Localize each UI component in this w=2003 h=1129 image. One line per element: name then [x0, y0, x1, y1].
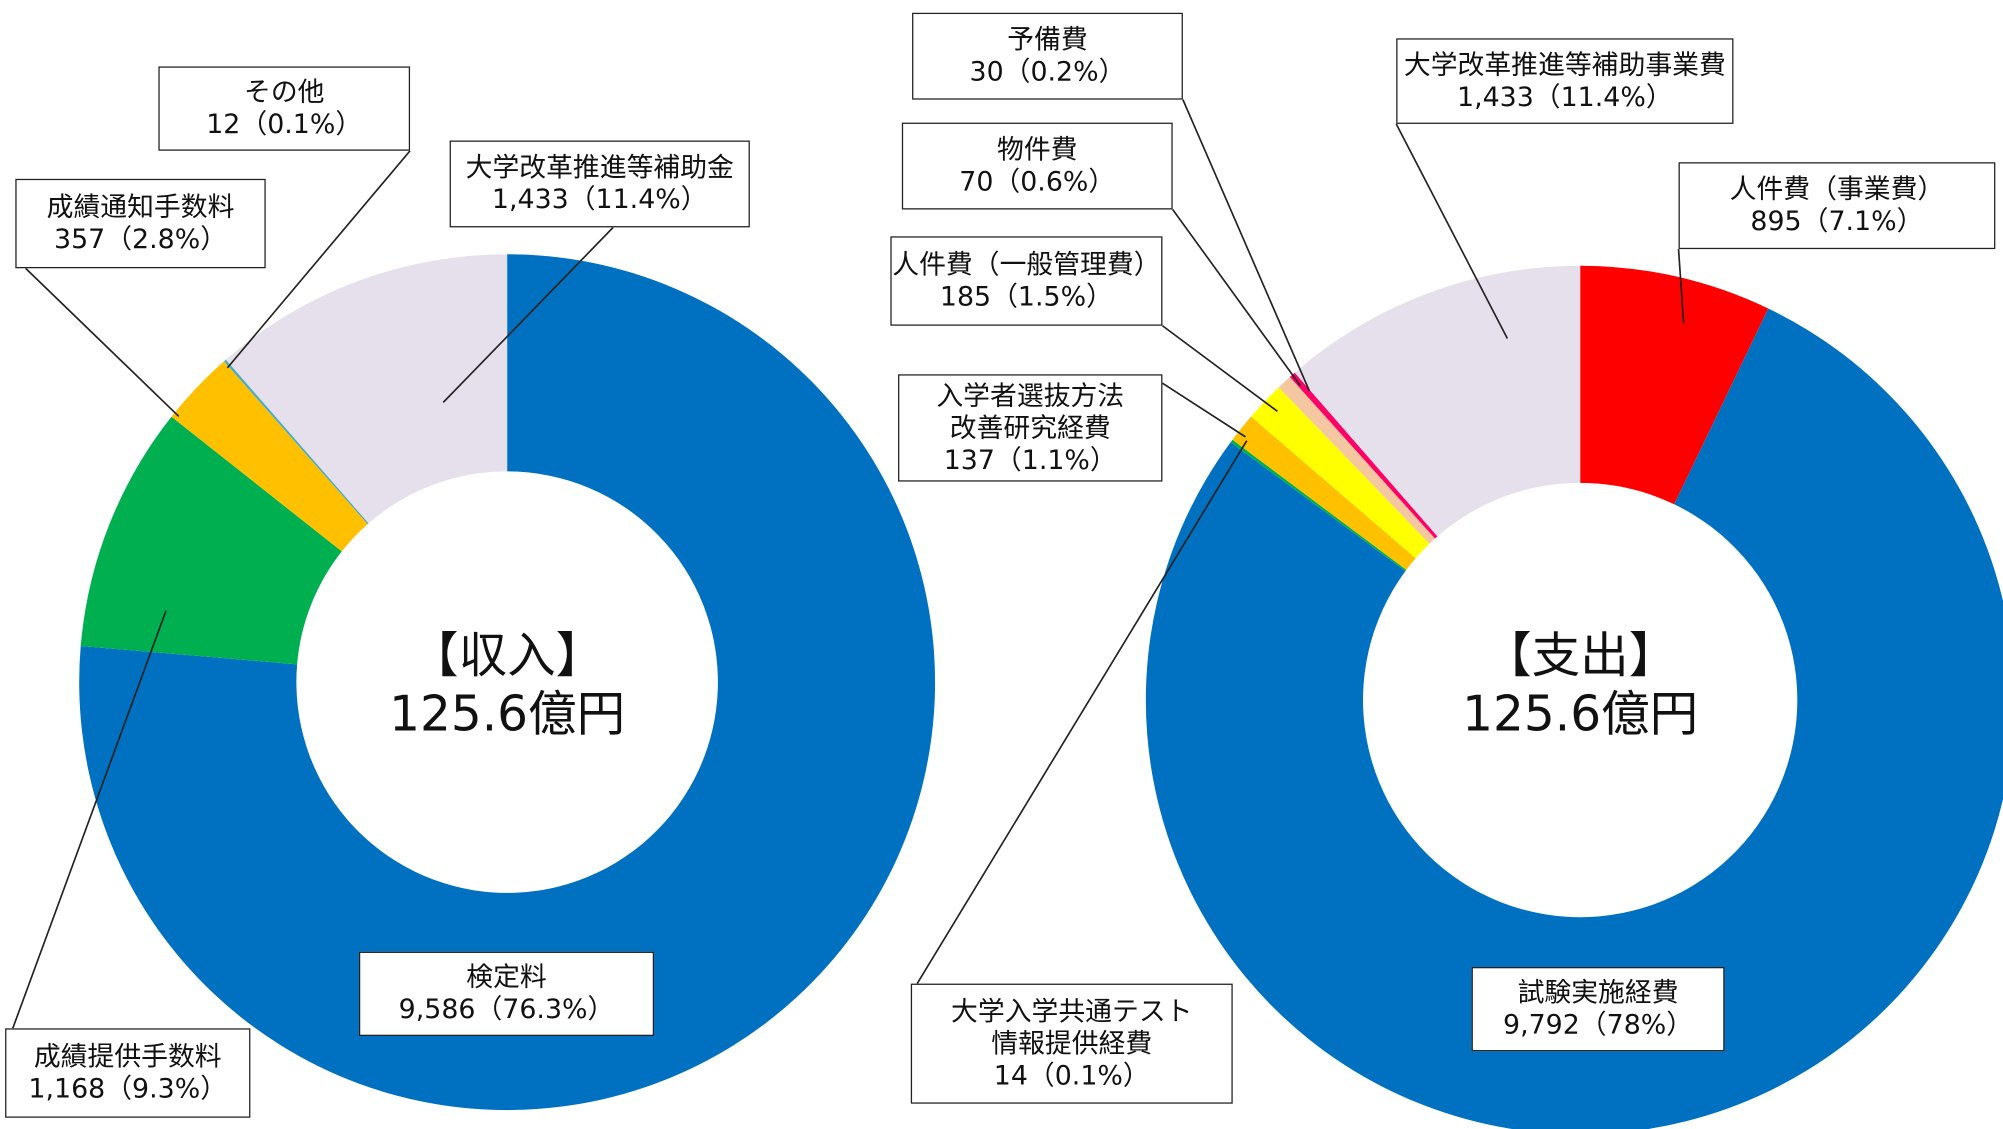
slice-value: 895（7.1%） [1750, 205, 1924, 237]
slice-label: 物件費 70（0.6%） [901, 122, 1173, 210]
donut-slice [1294, 265, 1581, 537]
slice-value: 1,433（11.4%） [491, 183, 708, 215]
slice-name: 人件費（一般管理費） [892, 249, 1161, 280]
slice-value: 70（0.6%） [959, 166, 1116, 197]
slice-label: 成績通知手数料 357（2.8%） [15, 178, 266, 269]
donut-slice [1278, 376, 1436, 544]
donut-slice [225, 254, 508, 524]
slice-label: 人件費（事業費） 895（7.1%） [1678, 162, 1996, 250]
leader-line [1677, 249, 1685, 324]
slice-name: 人件費（事業費） [1729, 173, 1945, 205]
slice-value: 9,792（78%） [1503, 1009, 1694, 1040]
slice-label: 成績提供手数料 1,168（9.3%） [5, 1028, 251, 1118]
slice-value: 1,168（9.3%） [28, 1073, 228, 1104]
donut-slice [1230, 439, 1407, 572]
donut-slice [1289, 372, 1438, 539]
donut-slice [80, 416, 342, 665]
leader-line [1182, 99, 1311, 392]
donut-slice [79, 254, 936, 1111]
slice-label: その他 12（0.1%） [158, 66, 411, 151]
slice-name: 入学者選抜方法 改善研究経費 [936, 380, 1125, 443]
slice-value: 14（0.1%） [993, 1059, 1150, 1091]
donut-slice [1232, 416, 1416, 570]
donut-slice [1580, 265, 1769, 505]
slice-name: 物件費 [997, 134, 1078, 165]
center-label: 【収入】 125.6億円 [316, 626, 699, 744]
donut-slice [1145, 308, 2003, 1129]
leader-line [1161, 325, 1278, 412]
slice-value: 185（1.5%） [939, 281, 1113, 312]
center-subtitle: 125.6億円 [389, 685, 626, 743]
slice-label: 人件費（一般管理費） 185（1.5%） [890, 236, 1163, 326]
center-label: 【支出】 125.6億円 [1389, 626, 1772, 744]
leader-line [226, 150, 411, 369]
center-subtitle: 125.6億円 [1462, 685, 1699, 743]
leader-line [442, 226, 614, 403]
slice-name: 大学入学共通テスト 情報提供経費 [951, 995, 1193, 1059]
leader-line [916, 440, 1248, 985]
slice-name: 成績通知手数料 [46, 191, 235, 223]
slice-name: 大学改革推進等補助事業費 [1403, 49, 1726, 80]
leader-line [1171, 209, 1302, 387]
slice-name: 成績提供手数料 [33, 1041, 222, 1072]
slice-name: 検定料 [466, 961, 547, 993]
donut-slice [223, 359, 369, 525]
slice-label: 予備費 30（0.2%） [912, 12, 1183, 100]
slice-value: 1,433（11.4%） [1456, 81, 1673, 112]
center-title: 【収入】 [410, 627, 605, 684]
slice-value: 137（1.1%） [943, 443, 1117, 475]
leader-line [1162, 382, 1246, 438]
slice-name: その他 [243, 76, 325, 108]
leader-line [24, 267, 180, 418]
slice-value: 9,586（76.3%） [398, 993, 615, 1025]
donut-slice [171, 361, 368, 552]
leader-line [11, 610, 167, 1029]
slice-name: 試験実施経費 [1517, 977, 1679, 1008]
slice-value: 30（0.2%） [969, 56, 1126, 87]
slice-value: 357（2.8%） [54, 223, 228, 255]
donut-slice [1251, 387, 1430, 559]
center-title: 【支出】 [1483, 627, 1678, 684]
slice-label: 大学改革推進等補助金 1,433（11.4%） [449, 140, 750, 228]
leader-line [1395, 123, 1509, 339]
slice-label: 検定料 9,586（76.3%） [358, 951, 655, 1036]
slice-value: 12（0.1%） [206, 108, 363, 140]
slice-name: 大学改革推進等補助金 [465, 152, 734, 183]
slice-name: 予備費 [1007, 24, 1088, 55]
slice-label: 大学入学共通テスト 情報提供経費 14（0.1%） [910, 983, 1233, 1104]
slice-label: 試験実施経費 9,792（78%） [1471, 967, 1725, 1052]
slice-label: 入学者選抜方法 改善研究経費 137（1.1%） [898, 374, 1163, 482]
slice-label: 大学改革推進等補助事業費 1,433（11.4%） [1396, 38, 1734, 124]
